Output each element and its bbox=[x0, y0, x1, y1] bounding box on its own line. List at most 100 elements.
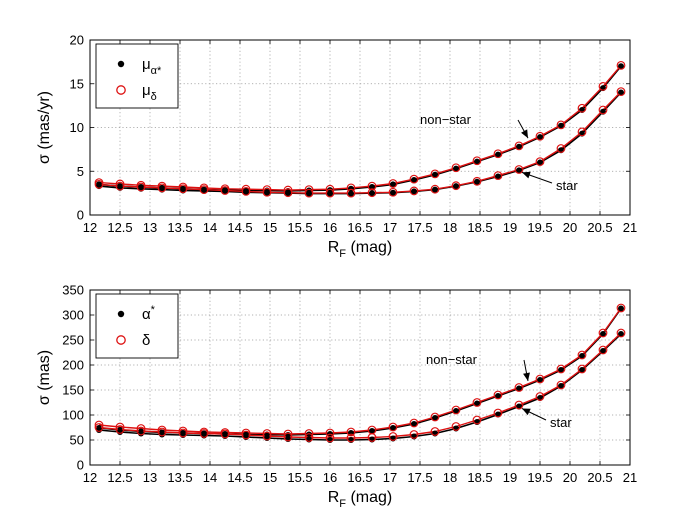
data-point bbox=[157, 183, 167, 193]
data-point bbox=[556, 144, 566, 153]
data-point bbox=[618, 305, 624, 312]
data-point bbox=[94, 423, 104, 432]
gridlines bbox=[90, 40, 630, 215]
data-point bbox=[243, 189, 249, 196]
series bbox=[94, 60, 626, 198]
data-point bbox=[94, 179, 104, 189]
data-point bbox=[600, 331, 606, 337]
y-tick-label: 150 bbox=[62, 383, 84, 398]
data-point bbox=[598, 81, 608, 91]
x-tick-label: 18 bbox=[443, 470, 457, 485]
data-point bbox=[474, 178, 480, 185]
data-point bbox=[598, 105, 608, 115]
data-point bbox=[390, 425, 396, 431]
legend: μα* μδ bbox=[95, 43, 179, 109]
x-tick-label: 20.5 bbox=[587, 470, 612, 485]
x-tick-label: 12.5 bbox=[107, 470, 132, 485]
legend-box bbox=[95, 293, 179, 359]
data-point bbox=[556, 380, 566, 390]
data-point bbox=[367, 181, 377, 191]
data-point bbox=[222, 188, 228, 195]
data-point bbox=[616, 87, 626, 97]
data-point bbox=[493, 171, 503, 181]
x-tick-label: 19.5 bbox=[527, 470, 552, 485]
data-point bbox=[325, 433, 335, 443]
data-point bbox=[451, 422, 461, 431]
x-axis-label: RF (mag) bbox=[328, 239, 393, 260]
y-tick-label: 350 bbox=[62, 283, 84, 298]
x-tick-label: 21 bbox=[623, 470, 637, 485]
data-point bbox=[535, 374, 545, 384]
x-tick-label: 16.5 bbox=[347, 220, 372, 235]
data-point bbox=[346, 433, 356, 443]
x-tick-label: 14 bbox=[203, 470, 217, 485]
y-tick-label: 15 bbox=[70, 76, 84, 91]
y-axis-label: σ (mas) bbox=[36, 350, 53, 405]
data-point bbox=[618, 63, 624, 70]
data-point bbox=[304, 433, 314, 442]
data-point bbox=[409, 418, 419, 428]
data-point bbox=[514, 400, 524, 410]
data-point bbox=[390, 189, 396, 196]
x-tick-label: 17 bbox=[383, 220, 397, 235]
x-tick-label: 14 bbox=[203, 220, 217, 235]
x-tick-label: 13.5 bbox=[167, 220, 192, 235]
data-point bbox=[535, 157, 545, 167]
data-point bbox=[409, 186, 419, 196]
data-point bbox=[514, 383, 524, 392]
data-point bbox=[453, 183, 459, 190]
data-point bbox=[598, 345, 608, 355]
data-point bbox=[556, 364, 566, 374]
data-point bbox=[283, 432, 293, 442]
data-point bbox=[390, 181, 396, 188]
x-tick-label: 13.5 bbox=[167, 470, 192, 485]
data-point bbox=[220, 429, 230, 439]
x-tick-label: 12 bbox=[83, 220, 97, 235]
legend: α* δ bbox=[95, 293, 179, 359]
data-point bbox=[369, 190, 375, 197]
x-tick-label: 13 bbox=[143, 470, 157, 485]
data-point bbox=[369, 428, 375, 434]
legend-marker bbox=[117, 60, 125, 68]
axes-frame bbox=[89, 39, 631, 216]
data-point bbox=[430, 412, 440, 422]
y-tick-label: 100 bbox=[62, 408, 84, 423]
data-point bbox=[178, 184, 188, 194]
data-point bbox=[451, 181, 461, 191]
data-point bbox=[136, 182, 146, 192]
data-point bbox=[157, 427, 167, 437]
data-point bbox=[432, 171, 438, 178]
x-tick-label: 17.5 bbox=[407, 220, 432, 235]
data-point bbox=[474, 400, 480, 407]
x-tick-label: 20.5 bbox=[587, 220, 612, 235]
data-point bbox=[577, 350, 587, 360]
y-axis-label: σ (mas/yr) bbox=[36, 91, 53, 164]
x-tick-label: 15 bbox=[263, 220, 277, 235]
data-point bbox=[411, 421, 417, 427]
legend-marker bbox=[116, 85, 126, 95]
x-tick-label: 19.5 bbox=[527, 220, 552, 235]
data-point bbox=[618, 331, 624, 337]
data-point bbox=[556, 120, 566, 130]
y-tick-label: 0 bbox=[77, 458, 84, 473]
legend-label: δ bbox=[142, 332, 150, 349]
y-tick-label: 0 bbox=[77, 208, 84, 223]
x-tick-label: 15 bbox=[263, 470, 277, 485]
y-tick-label: 50 bbox=[70, 433, 84, 448]
annotations: non−star star bbox=[420, 112, 578, 193]
data-point bbox=[199, 429, 209, 438]
data-point bbox=[516, 143, 522, 150]
y-tick-label: 250 bbox=[62, 333, 84, 348]
y-tick-label: 20 bbox=[70, 33, 84, 48]
axis-ticks: 12 12.5 13 13.5 14 14.5 15 15.5 16 16.5 17 17.5 18 18… bbox=[62, 283, 637, 486]
data-point bbox=[346, 188, 356, 198]
annotation-label: star bbox=[556, 178, 578, 193]
data-point bbox=[264, 189, 270, 196]
data-point bbox=[369, 184, 375, 190]
x-tick-label: 15.5 bbox=[287, 470, 312, 485]
x-tick-label: 13 bbox=[143, 220, 157, 235]
x-tick-label: 14.5 bbox=[227, 470, 252, 485]
x-tick-label: 16 bbox=[323, 470, 337, 485]
data-point bbox=[600, 348, 606, 354]
data-point bbox=[495, 151, 501, 158]
